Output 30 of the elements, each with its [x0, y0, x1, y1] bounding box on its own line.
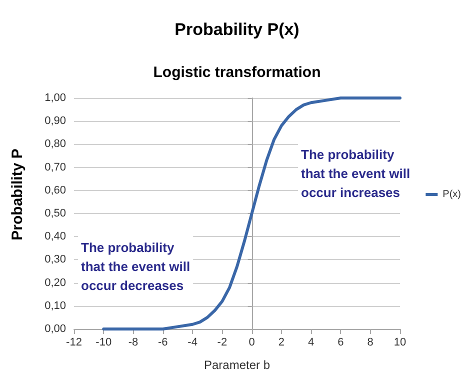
y-tick-label: 0,60 — [44, 184, 66, 196]
y-axis-title: Probability P — [9, 148, 26, 240]
x-tick-label: 10 — [394, 336, 406, 348]
annotation: The probability that the event will occur increases — [301, 147, 410, 200]
y-tick-label: 0,70 — [44, 161, 66, 174]
y-tick-label: 0,40 — [44, 230, 66, 243]
x-tick-label: -6 — [158, 336, 168, 348]
x-tick-label: -4 — [188, 336, 198, 348]
y-tick-label: 0,10 — [44, 300, 66, 312]
y-tick-label: 1,00 — [44, 92, 66, 104]
chart-title: Probability P(x) — [174, 20, 300, 39]
x-tick-label: -12 — [66, 336, 82, 348]
x-tick-label: 6 — [338, 336, 344, 348]
chart-subtitle: Logistic transformation — [153, 64, 321, 81]
y-tick-label: 0,30 — [44, 254, 66, 266]
y-tick-label: 0,80 — [44, 138, 66, 150]
y-tick-label: 0,00 — [44, 323, 66, 335]
y-tick-label: 0,20 — [44, 276, 66, 289]
x-tick-label: 4 — [308, 336, 314, 348]
x-tick-label: -8 — [128, 336, 138, 348]
x-tick-label: -10 — [96, 336, 112, 348]
x-axis-title: Parameter b — [204, 358, 270, 372]
legend-label: P(x) — [442, 189, 462, 200]
annotation: The probability that the event will occur decreases — [81, 240, 190, 293]
y-tick-label: 0,90 — [44, 115, 66, 128]
x-tick-label: -2 — [217, 336, 228, 348]
x-tick-label: 0 — [248, 336, 255, 348]
x-tick-label: 2 — [278, 336, 285, 348]
y-tick-label: 0,50 — [44, 208, 66, 220]
x-tick-label: 8 — [367, 336, 374, 348]
